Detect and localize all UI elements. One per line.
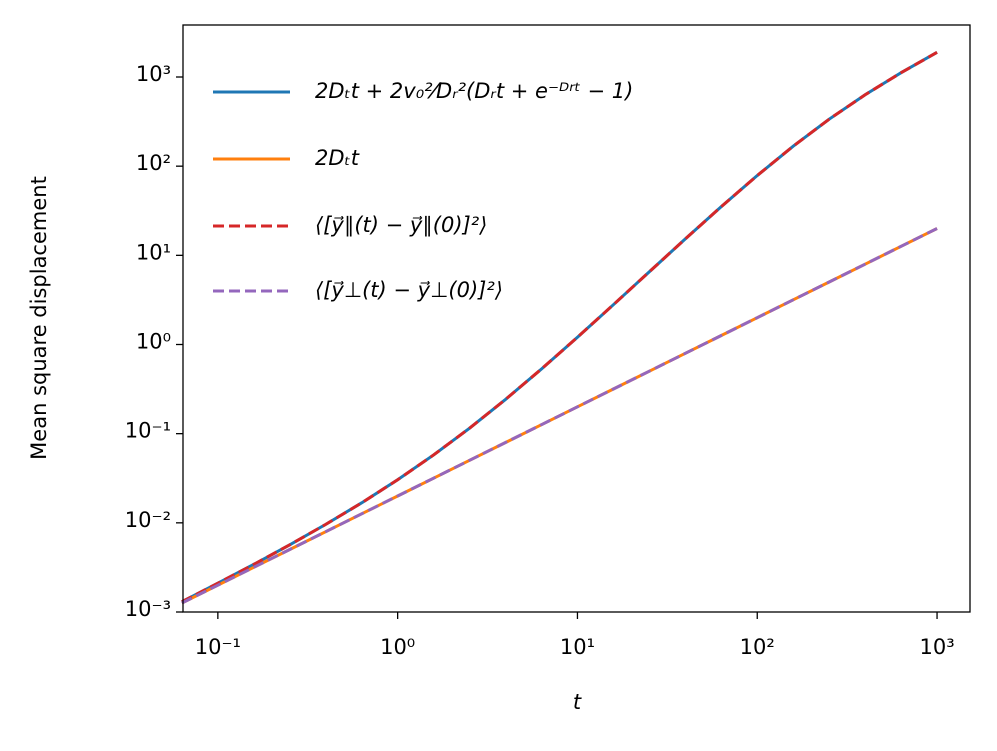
x-tick-label: 10⁰	[380, 635, 415, 659]
legend-label: 2Dₜt	[315, 146, 360, 170]
legend-label: ⟨[y⃗∥(t) − y⃗∥(0)]²⟩	[315, 213, 487, 237]
x-tick-label: 10²	[740, 635, 775, 659]
y-tick-label: 10⁻²	[125, 508, 171, 532]
series-line	[181, 51, 938, 604]
x-tick-label: 10⁻¹	[195, 635, 241, 659]
y-axis-label: Mean square displacement	[27, 176, 51, 460]
plot-frame	[182, 24, 971, 613]
y-tick-label: 10²	[136, 151, 171, 175]
y-tick-label: 10⁻¹	[125, 419, 171, 443]
y-tick-label: 10¹	[136, 240, 171, 264]
legend-label: 2Dₜt + 2v₀²⁄Dᵣ²(Dᵣt + e⁻ᴰʳᵗ − 1)	[315, 79, 633, 103]
x-axis-label: t	[573, 690, 582, 714]
x-tick-label: 10¹	[560, 635, 595, 659]
x-tick-label: 10³	[919, 635, 954, 659]
y-tick-label: 10⁰	[136, 330, 171, 354]
series-line	[181, 51, 938, 604]
legend-label: ⟨[y⃗⊥(t) − y⃗⊥(0)]²⟩	[315, 278, 503, 302]
y-tick-label: 10⁻³	[125, 597, 171, 621]
y-tick-label: 10³	[136, 62, 171, 86]
series-line	[181, 227, 938, 605]
